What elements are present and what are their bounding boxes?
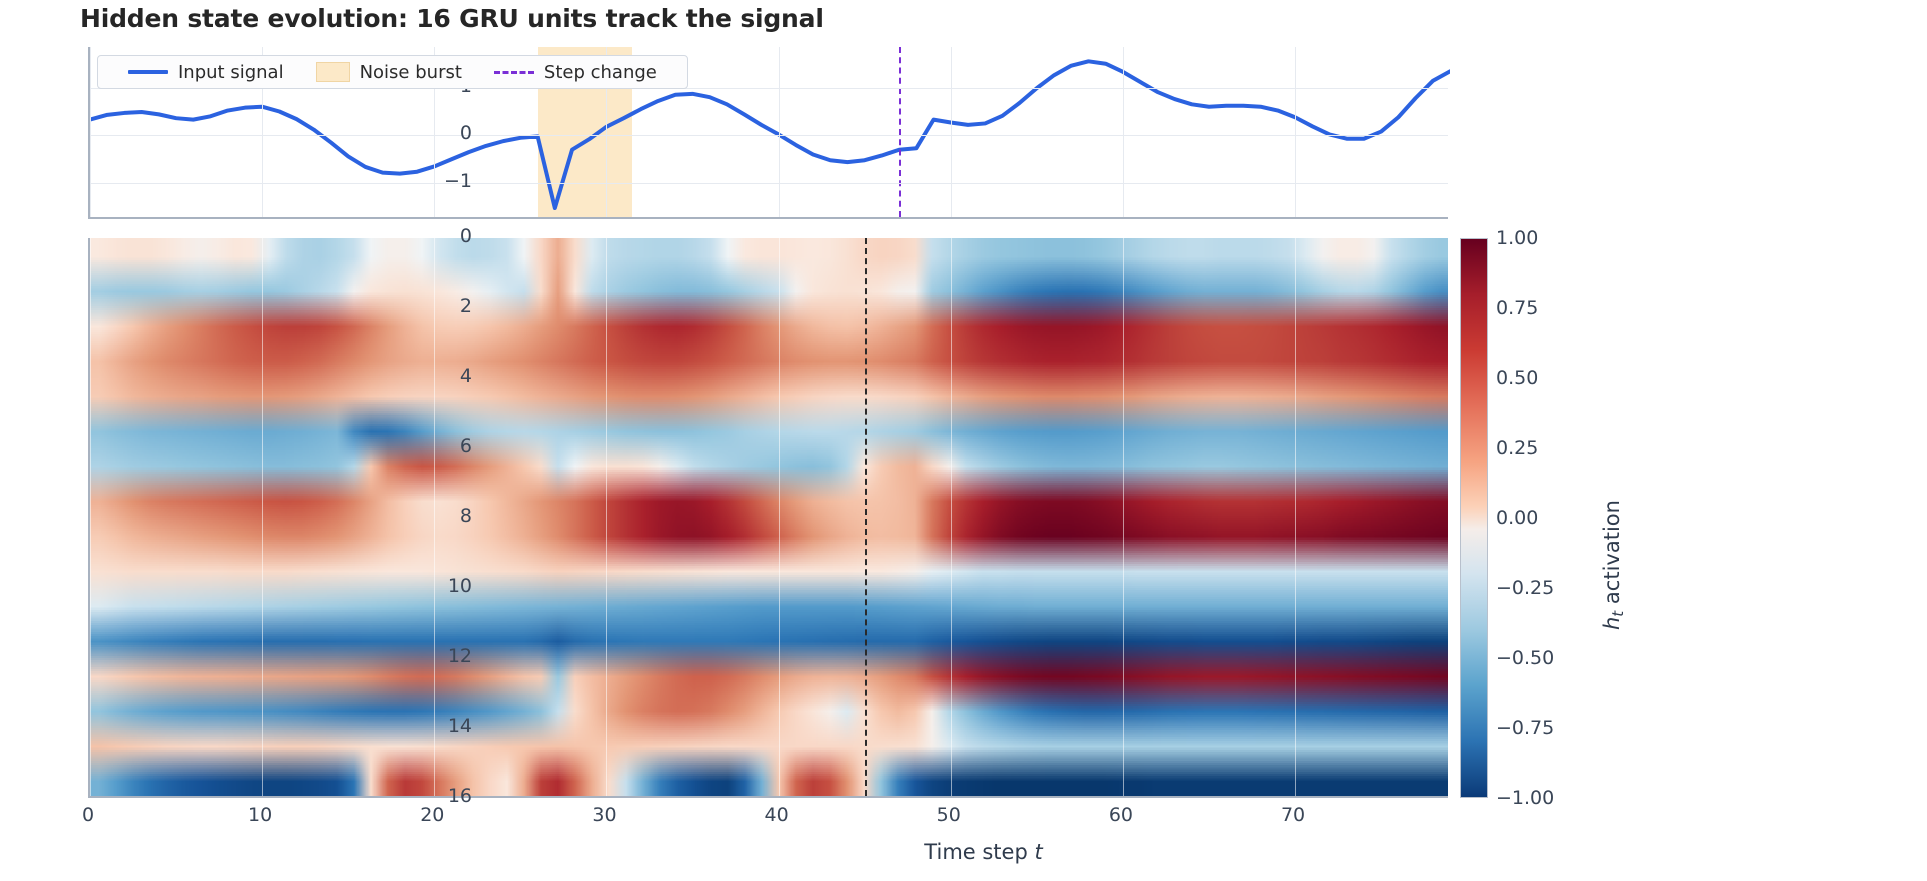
colorbar-tick-label: 0.00: [1496, 507, 1539, 529]
colorbar-tick-label: 0.75: [1496, 297, 1539, 319]
hidden-state-heatmap[interactable]: [88, 238, 1448, 798]
legend-label: Step change: [543, 61, 657, 83]
colorbar-tick-label: −1.00: [1496, 787, 1555, 809]
heatmap-ytick-label: 14: [447, 715, 472, 737]
heatmap-xtick-label: 0: [81, 804, 95, 826]
dashed-line-swatch-icon: [493, 70, 534, 74]
xlabel-var: t: [1034, 840, 1043, 864]
gridline-v: [90, 47, 91, 217]
legend-entry-noise-burst[interactable]: Noise burst: [300, 62, 478, 83]
top-ytick-label: 0: [459, 122, 472, 145]
step-change-line-top: [899, 47, 902, 217]
colorbar-tick-label: −0.50: [1496, 647, 1555, 669]
page-title: Hidden state evolution: 16 GRU units tra…: [80, 4, 824, 33]
colorbar-tick-label: −0.25: [1496, 577, 1555, 599]
gridline-v: [778, 47, 780, 217]
heatmap-ytick-label: 2: [459, 295, 472, 317]
heatmap-ytick-label: 6: [459, 435, 472, 457]
step-change-line-heatmap: [864, 238, 867, 796]
gridline-v: [262, 238, 264, 796]
cblabel-suffix: activation: [1600, 500, 1624, 611]
gridline-v: [1122, 238, 1124, 796]
xlabel-prefix: Time step: [924, 840, 1035, 864]
colorbar-tick-label: 0.50: [1496, 367, 1539, 389]
top-ytick-label: −1: [443, 170, 472, 193]
legend-entry-input-signal[interactable]: Input signal: [112, 62, 300, 83]
input-signal-line: [90, 59, 1450, 211]
heatmap-ytick-label: 0: [459, 225, 472, 247]
patch-swatch-icon: [315, 62, 350, 82]
heatmap-canvas: [90, 238, 1448, 796]
colorbar-gradient: [1461, 239, 1487, 797]
gridline-v: [90, 238, 91, 796]
gridline-v: [606, 238, 608, 796]
cblabel-var: h: [1600, 616, 1624, 630]
colorbar-tick-label: 1.00: [1496, 227, 1539, 249]
heatmap-ytick-label: 16: [447, 785, 472, 807]
heatmap-xlabel: Time step t: [0, 840, 1927, 864]
legend-label: Input signal: [178, 61, 284, 83]
gridline-v: [1122, 47, 1124, 217]
gridline-v: [778, 238, 780, 796]
gridline-v: [606, 47, 608, 217]
heatmap-ytick-label: 10: [447, 575, 472, 597]
legend-entry-step-change[interactable]: Step change: [478, 62, 673, 83]
heatmap-xtick-label: 40: [764, 804, 789, 826]
heatmap-ytick-label: 12: [447, 645, 472, 667]
heatmap-xtick-label: 70: [1280, 804, 1306, 826]
cblabel-sub: t: [1609, 610, 1628, 617]
heatmap-xtick-label: 10: [248, 804, 273, 826]
legend[interactable]: Input signal Noise burst Step change: [97, 55, 688, 89]
heatmap-xtick-label: 60: [1108, 804, 1133, 826]
colorbar-tick-label: −0.75: [1496, 717, 1555, 739]
heatmap-ytick-label: 4: [459, 365, 472, 387]
gridline-h: [90, 183, 1448, 185]
line-swatch-icon: [128, 70, 168, 74]
colorbar-tick-label: 0.25: [1496, 437, 1539, 459]
gridline-v: [434, 47, 436, 217]
gridline-v: [950, 238, 952, 796]
colorbar: [1460, 238, 1488, 798]
heatmap-ytick-label: 8: [459, 505, 472, 527]
heatmap-xtick-label: 30: [592, 804, 617, 826]
gridline-h: [90, 87, 1448, 89]
heatmap-xtick-label: 50: [936, 804, 961, 826]
legend-label: Noise burst: [359, 61, 462, 83]
colorbar-label: ht activation: [1600, 500, 1627, 630]
gridline-v: [434, 238, 436, 796]
heatmap-xtick-label: 20: [420, 804, 445, 826]
gridline-h: [90, 135, 1448, 137]
gridline-v: [262, 47, 264, 217]
gridline-v: [950, 47, 952, 217]
gridline-v: [1295, 47, 1297, 217]
gridline-v: [1295, 238, 1297, 796]
